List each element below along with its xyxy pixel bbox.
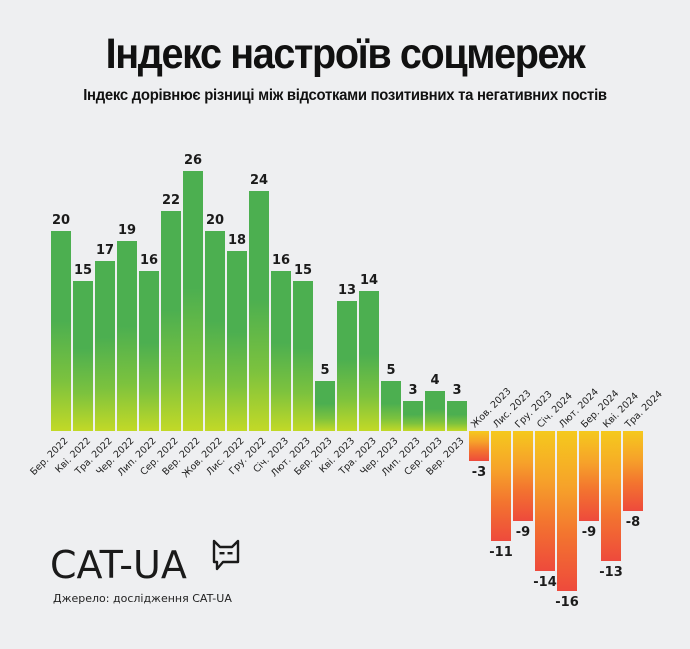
bar-12 [315, 381, 335, 431]
value-label: -8 [625, 515, 641, 530]
bar-14 [359, 291, 379, 431]
value-label: 26 [183, 153, 203, 168]
value-label: -16 [555, 595, 579, 610]
bar-7 [205, 231, 225, 431]
value-label: 16 [139, 253, 159, 268]
value-label: 22 [161, 193, 181, 208]
brand-logo-text: CAT-UA [50, 543, 187, 587]
value-label: 20 [205, 213, 225, 228]
bar-8 [227, 251, 247, 431]
chart-title: Індекс настроїв соцмереж [105, 30, 586, 78]
bar-5 [161, 211, 181, 431]
chart-subtitle: Індекс дорівнює різниці між відсотками п… [83, 87, 607, 104]
value-label: 20 [51, 213, 71, 228]
source-note: Джерело: дослідження CAT-UA [53, 592, 232, 605]
bar-9 [249, 191, 269, 431]
bar-4 [139, 271, 159, 431]
bar-16 [403, 401, 423, 431]
bar-2 [95, 261, 115, 431]
bar-10 [271, 271, 291, 431]
bar-13 [337, 301, 357, 431]
value-label: 15 [73, 263, 93, 278]
value-label: 14 [359, 273, 379, 288]
value-label: 5 [386, 363, 396, 378]
value-label: 19 [117, 223, 137, 238]
bar-0 [51, 231, 71, 431]
bar-23 [557, 431, 577, 591]
value-label: 3 [408, 383, 418, 398]
bar-17 [425, 391, 445, 431]
bar-3 [117, 241, 137, 431]
bar-18 [447, 401, 467, 431]
bar-22 [535, 431, 555, 571]
value-label: -3 [471, 465, 487, 480]
value-label: 18 [227, 233, 247, 248]
value-label: -9 [515, 525, 531, 540]
cat-speech-bubble-icon [210, 538, 242, 576]
value-label: -11 [489, 545, 513, 560]
value-label: 24 [249, 173, 269, 188]
value-label: -14 [533, 575, 557, 590]
value-label: 15 [293, 263, 313, 278]
bar-19 [469, 431, 489, 461]
value-label: 13 [337, 283, 357, 298]
bar-20 [491, 431, 511, 541]
value-label: 5 [320, 363, 330, 378]
bar-11 [293, 281, 313, 431]
value-label: 3 [452, 383, 462, 398]
value-label: 17 [95, 243, 115, 258]
bar-21 [513, 431, 533, 521]
value-label: 4 [430, 373, 440, 388]
value-label: 16 [271, 253, 291, 268]
bar-24 [579, 431, 599, 521]
bar-15 [381, 381, 401, 431]
bar-25 [601, 431, 621, 561]
value-label: -13 [599, 565, 623, 580]
bar-1 [73, 281, 93, 431]
bar-6 [183, 171, 203, 431]
value-label: -9 [581, 525, 597, 540]
bar-26 [623, 431, 643, 511]
